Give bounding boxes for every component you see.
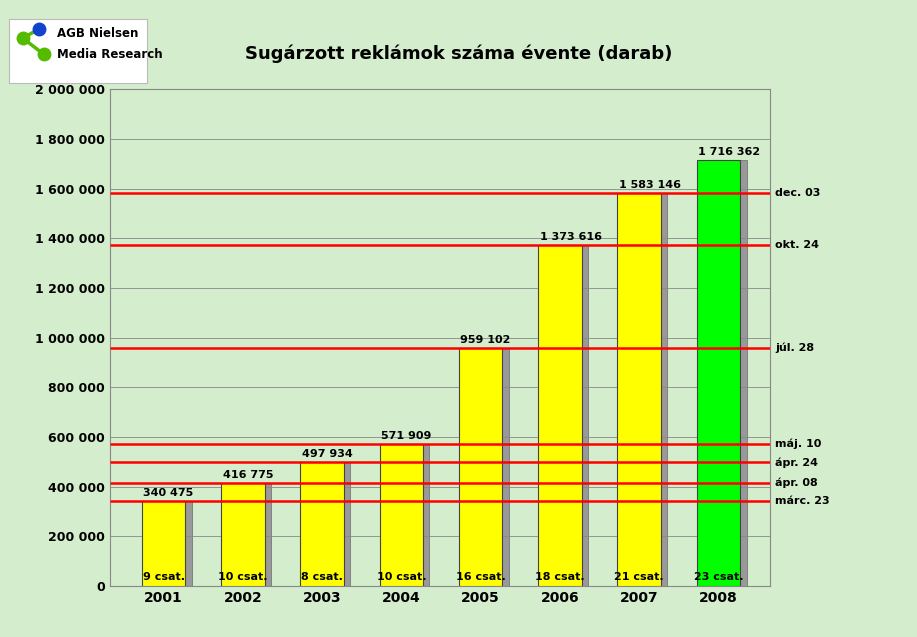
Text: AGB Nielsen: AGB Nielsen [58, 27, 138, 39]
Bar [142, 501, 185, 586]
Text: 340 475: 340 475 [143, 489, 193, 499]
Bar [227, 482, 271, 586]
Text: 416 775: 416 775 [223, 469, 273, 480]
Text: 8 csat.: 8 csat. [301, 571, 343, 582]
Bar [465, 348, 509, 586]
Bar [380, 444, 423, 586]
Bar [386, 444, 429, 586]
Bar [300, 462, 344, 586]
Text: 18 csat.: 18 csat. [535, 571, 585, 582]
Text: 21 csat.: 21 csat. [614, 571, 664, 582]
Bar [221, 482, 265, 586]
Text: márc. 23: márc. 23 [775, 496, 830, 506]
Text: máj. 10: máj. 10 [775, 439, 822, 449]
Text: okt. 24: okt. 24 [775, 240, 819, 250]
Text: Media Research: Media Research [58, 48, 163, 61]
Text: 1 373 616: 1 373 616 [539, 232, 602, 242]
Bar [306, 462, 350, 586]
Bar [617, 193, 661, 586]
Text: 571 909: 571 909 [381, 431, 432, 441]
Text: 1 583 146: 1 583 146 [619, 180, 681, 190]
Bar [703, 160, 746, 586]
Text: 10 csat.: 10 csat. [218, 571, 268, 582]
Bar [545, 245, 588, 586]
Text: 16 csat.: 16 csat. [456, 571, 505, 582]
Text: ápr. 24: ápr. 24 [775, 457, 818, 468]
Text: 10 csat.: 10 csat. [377, 571, 426, 582]
Text: 9 csat.: 9 csat. [142, 571, 184, 582]
Bar [458, 348, 503, 586]
Text: 959 102: 959 102 [460, 335, 511, 345]
Text: dec. 03: dec. 03 [775, 188, 820, 197]
Text: Sugárzott reklámok száma évente (darab): Sugárzott reklámok száma évente (darab) [245, 45, 672, 63]
Text: ápr. 08: ápr. 08 [775, 477, 818, 488]
Bar [538, 245, 581, 586]
Text: júl. 28: júl. 28 [775, 343, 814, 353]
Bar [148, 501, 192, 586]
Bar [624, 193, 668, 586]
Text: 1 716 362: 1 716 362 [698, 147, 760, 157]
Text: 23 csat.: 23 csat. [693, 571, 743, 582]
Text: 497 934: 497 934 [302, 449, 353, 459]
Bar [697, 160, 740, 586]
